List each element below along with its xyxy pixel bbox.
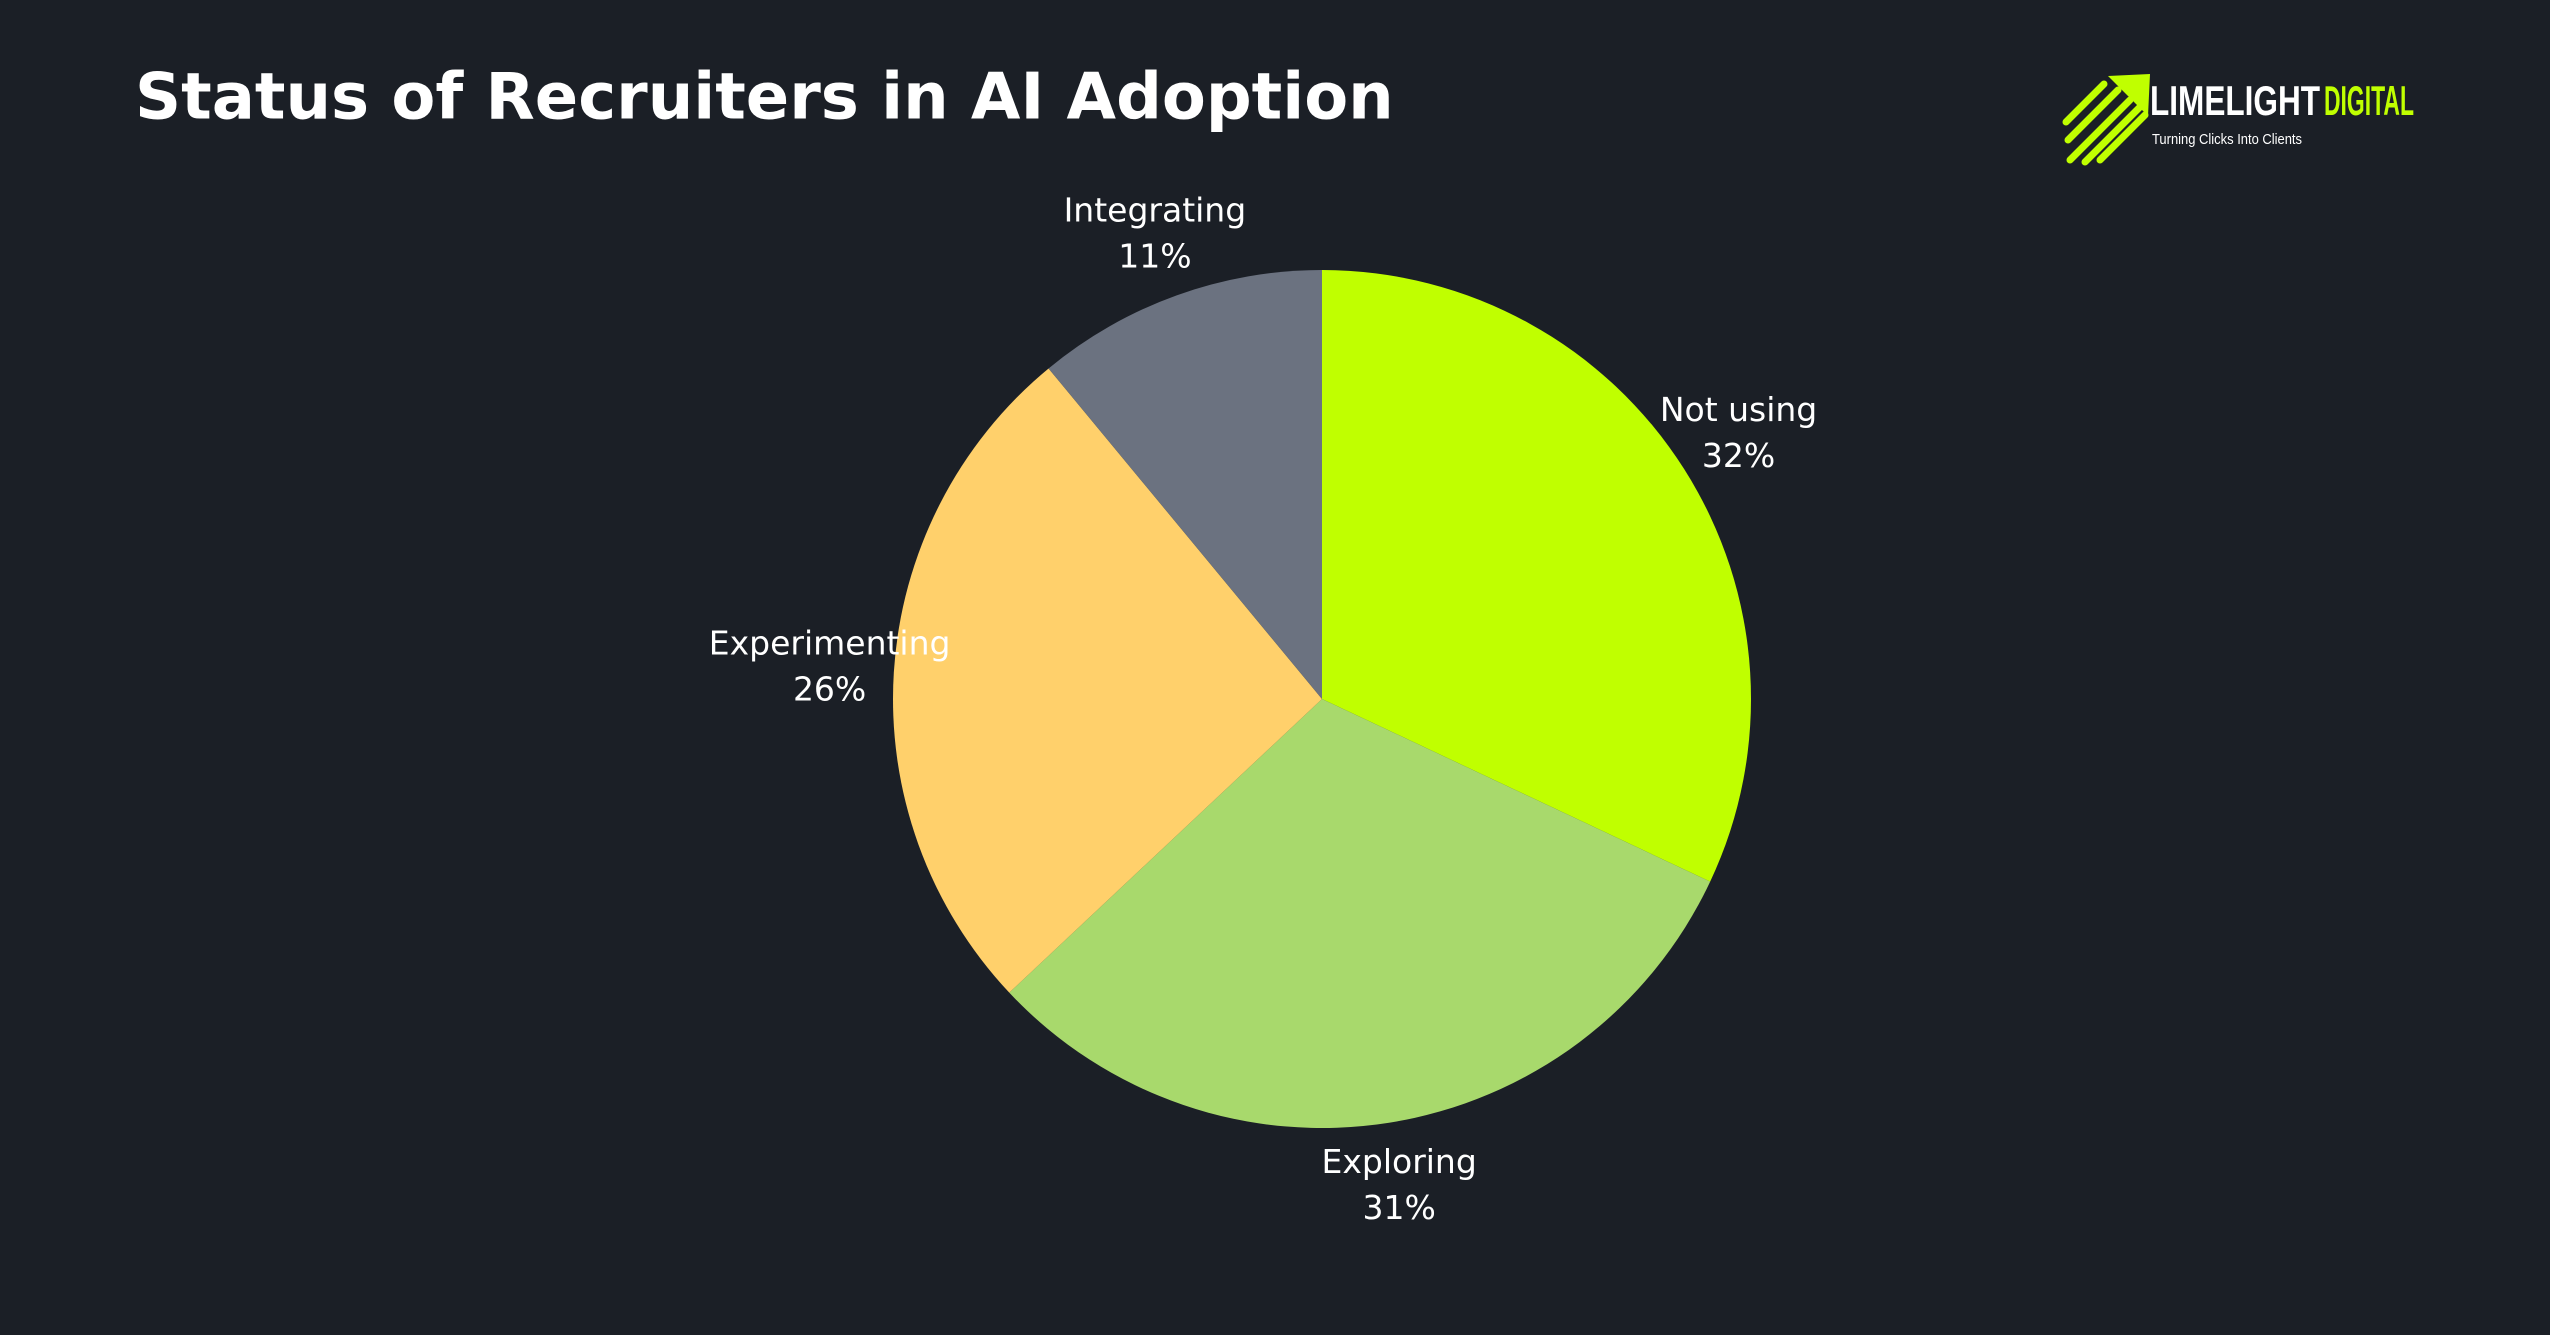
pie-slice xyxy=(1322,270,1751,882)
slice-value-label: 26% xyxy=(793,670,866,709)
pie-slice xyxy=(1009,699,1711,1128)
chart-title: Status of Recruiters in AI Adoption xyxy=(135,61,1394,135)
slice-value-label: 11% xyxy=(1118,236,1191,275)
pie-slice xyxy=(1048,270,1322,699)
slice-label: Exploring xyxy=(1322,1142,1477,1181)
logo: LIMELIGHT DIGITAL Turning Clicks Into Cl… xyxy=(2062,74,2414,166)
slice-label: Experimenting xyxy=(709,624,951,663)
slice-label: Not using xyxy=(1660,390,1817,429)
logo-icon xyxy=(2062,74,2150,166)
slice-value-label: 32% xyxy=(1702,436,1775,475)
pie-slice xyxy=(893,368,1322,993)
slice-label: Integrating xyxy=(1064,190,1247,229)
logo-name: LIMELIGHT xyxy=(2150,77,2320,124)
logo-name-accent: DIGITAL xyxy=(2324,77,2414,124)
logo-tagline: Turning Clicks Into Clients xyxy=(2152,131,2302,148)
slice-value-label: 31% xyxy=(1362,1188,1435,1227)
